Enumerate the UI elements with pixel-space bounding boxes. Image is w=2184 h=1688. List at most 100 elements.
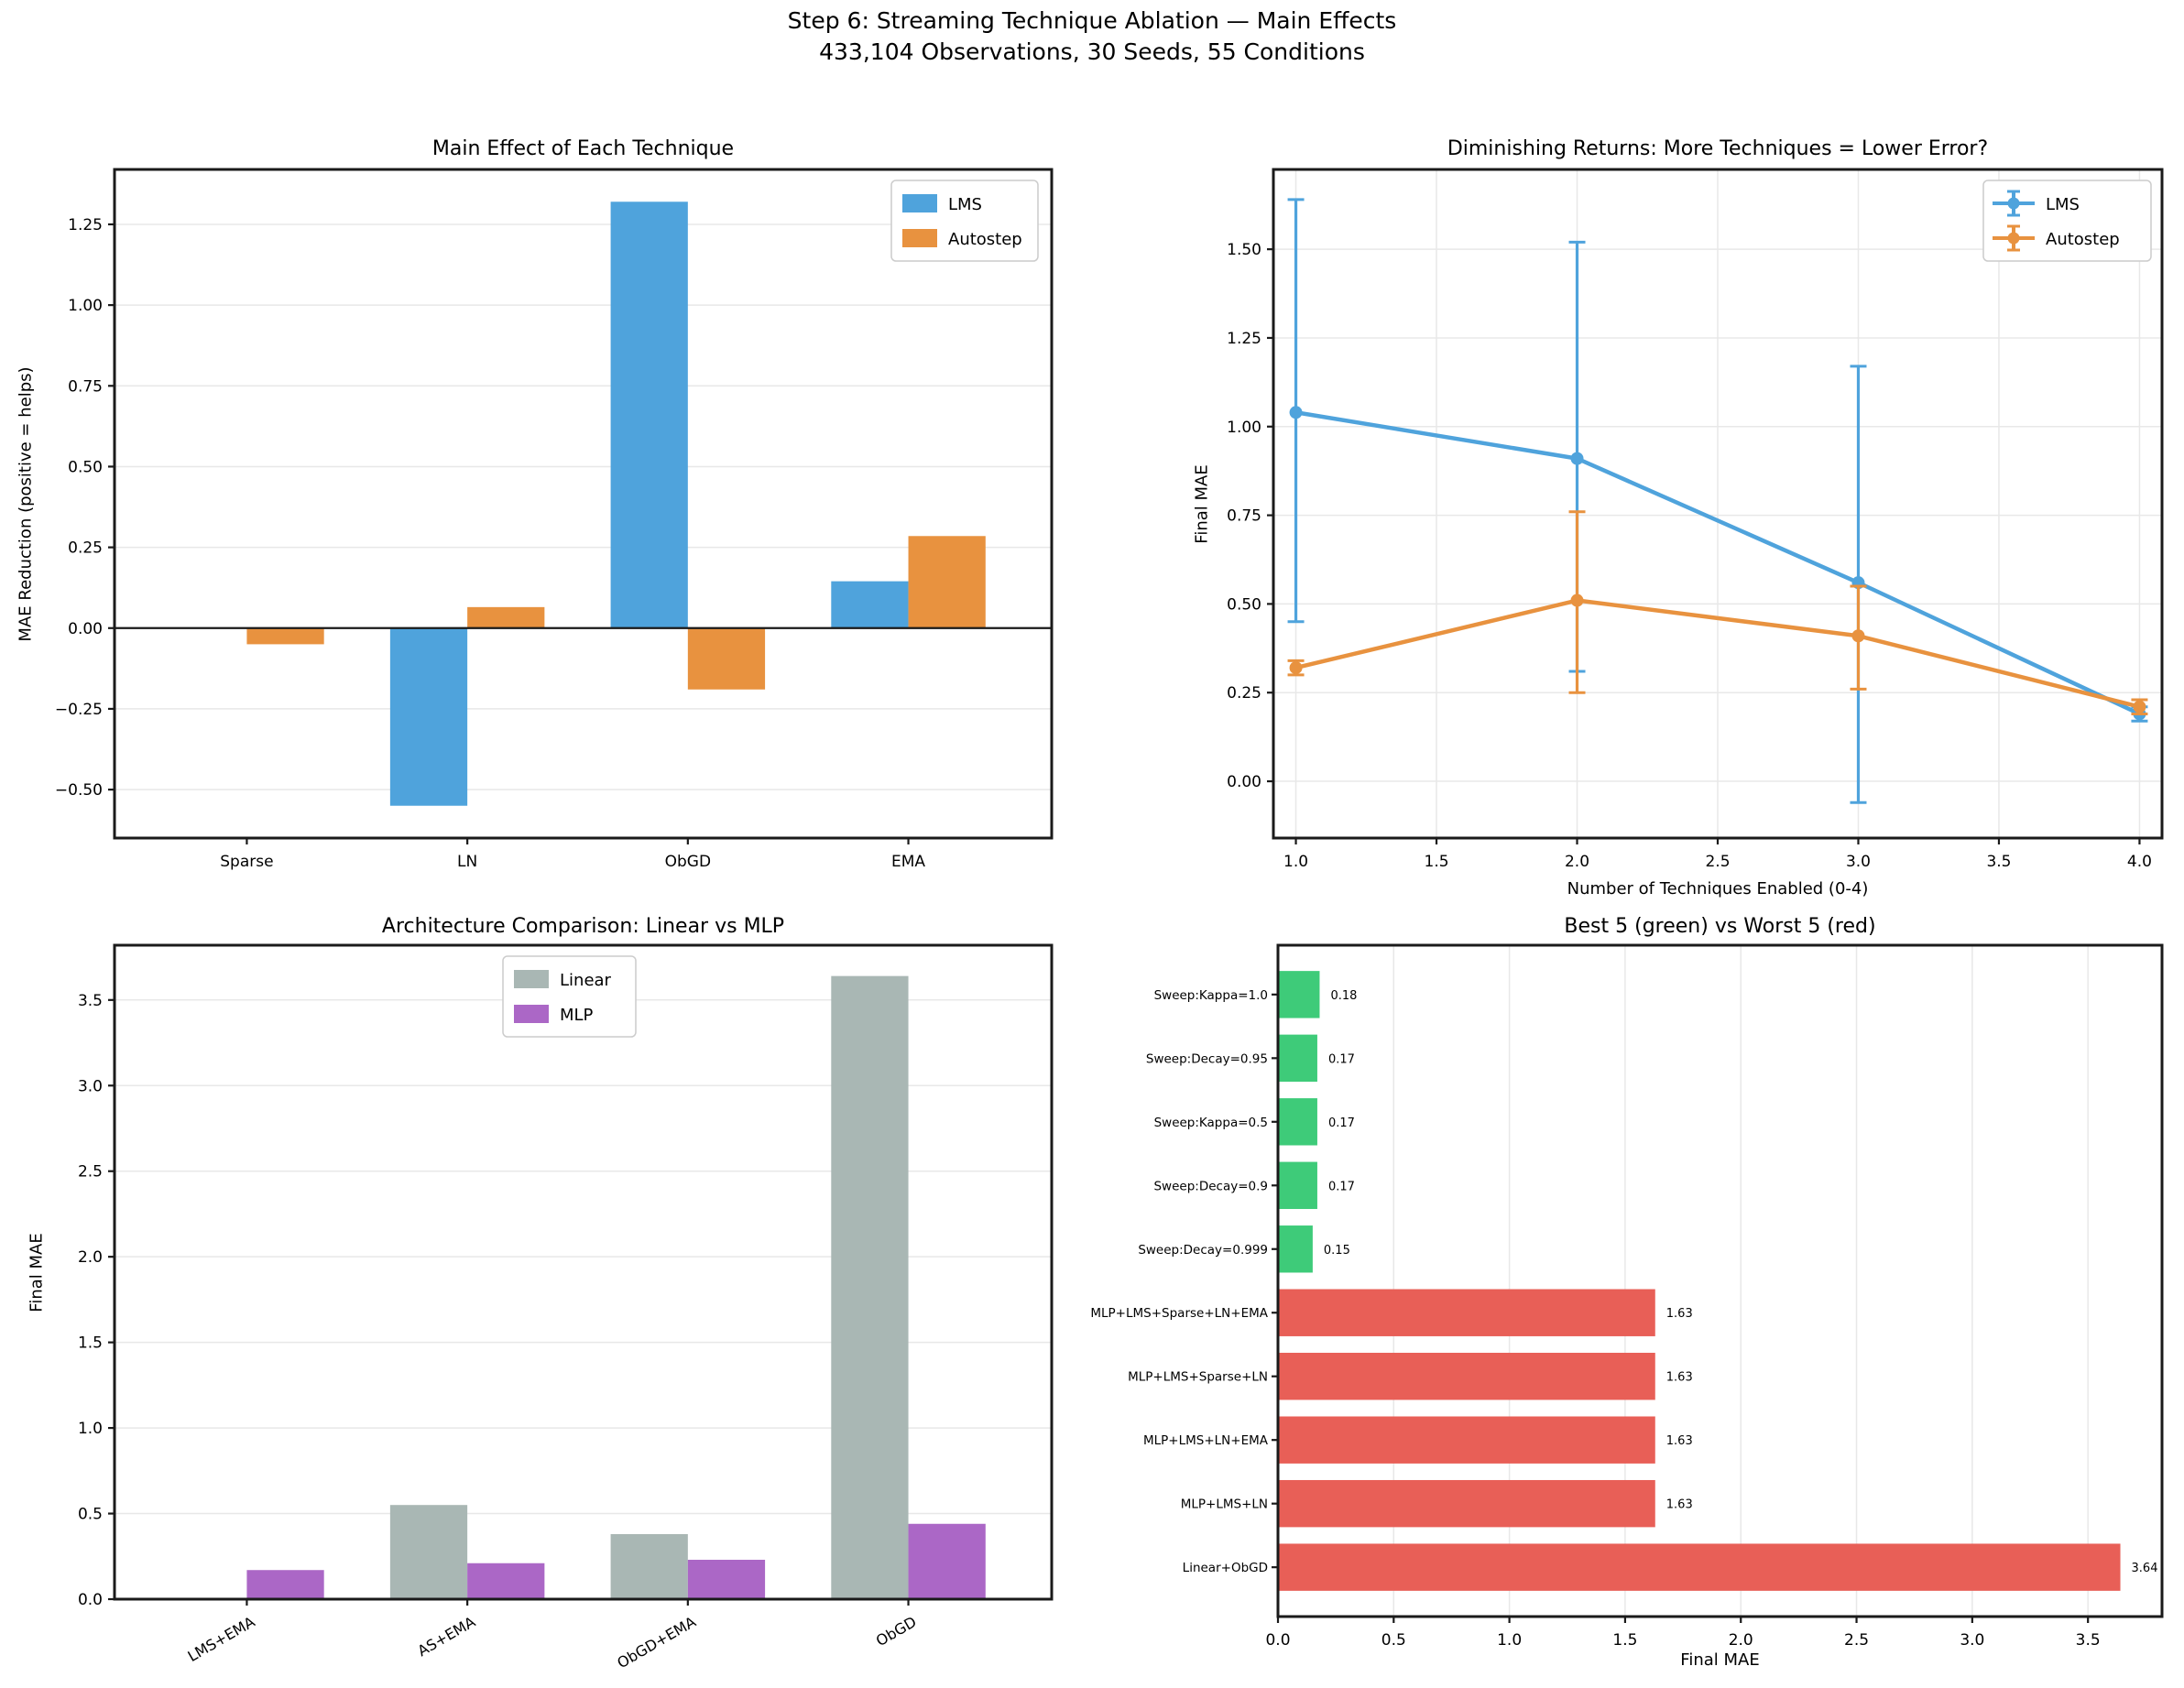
bar-Autostep-ObGD [687, 627, 766, 690]
y-tick-label: 0.25 [1227, 684, 1261, 702]
y-tick-label: 0.5 [78, 1506, 103, 1524]
legend-label: MLP [560, 1006, 594, 1025]
bar-value-label: 0.17 [1328, 1116, 1355, 1130]
y-tick-label: 3.0 [78, 1077, 103, 1095]
x-tick-label: 1.0 [1497, 1631, 1522, 1650]
diminishing-returns-chart-title: Diminishing Returns: More Techniques = L… [1447, 137, 1989, 160]
axes-frame: 0.0 0.5 1.0 1.5 2.0 2.5 3.0 3.5 Sweep:Kappa=1.0 S… [1090, 943, 2164, 1650]
x-category-label: LN [457, 853, 477, 871]
bar-LMS-LN [389, 627, 468, 806]
y-tick-label: 2.5 [78, 1163, 103, 1182]
y-category-label: Sweep:Decay=0.9 [1153, 1179, 1268, 1193]
legend-patch [514, 970, 549, 988]
bar-value-label: 1.63 [1666, 1371, 1693, 1385]
bar-MLP-AS+EMA [467, 1563, 545, 1599]
legend-label: LMS [948, 195, 982, 214]
bar-value-label: 0.17 [1328, 1052, 1355, 1066]
legend: LMS Autostep [1982, 180, 2152, 262]
bar-MLP+LMS+Sparse+LN [1278, 1353, 1655, 1400]
figure-suptitle-line1: Step 6: Streaming Technique Ablation — M… [787, 7, 1397, 34]
grid [115, 999, 1052, 1600]
axes-spines [1272, 168, 2164, 840]
axes-frame: 0.00 0.25 0.50 0.75 1.00 1.25 1.50 1.0 1.5 2.0 2.5… [1227, 168, 2164, 871]
architecture-chart-title: Architecture Comparison: Linear vs MLP [381, 915, 785, 938]
x-tick-label: 1.5 [1612, 1631, 1637, 1650]
bar-Autostep-Sparse [246, 627, 324, 645]
Autostep-marker [1289, 661, 1303, 675]
legend: Linear MLP [502, 955, 637, 1038]
y-category-label: Sweep:Kappa=1.0 [1154, 988, 1268, 1003]
legend-patch [902, 194, 937, 212]
diminishing-returns-x-axis-label: Number of Techniques Enabled (0-4) [1567, 879, 1869, 898]
bar-Sweep:Kappa=0.5 [1278, 1098, 1317, 1146]
x-tick-label: 2.5 [1844, 1631, 1869, 1650]
bar-MLP+LMS+LN+EMA [1278, 1416, 1655, 1464]
y-tick-label: 1.50 [1227, 241, 1261, 259]
bar-Sweep:Decay=0.95 [1278, 1034, 1317, 1083]
bar-Linear-AS+EMA [389, 1505, 468, 1599]
x-category-label: ObGD+EMA [614, 1613, 698, 1672]
legend-label: Autostep [2046, 230, 2120, 249]
y-tick-label: 0.50 [1227, 595, 1261, 614]
bar-Sweep:Decay=0.9 [1278, 1161, 1317, 1209]
y-category-label: Sweep:Decay=0.999 [1138, 1243, 1268, 1258]
y-tick-label: 1.00 [1227, 419, 1261, 437]
bar-Sweep:Kappa=1.0 [1278, 971, 1320, 1018]
y-tick-label: 1.00 [68, 297, 103, 315]
axes-spines [113, 943, 1054, 1601]
x-tick-label: 0.0 [1265, 1631, 1290, 1650]
legend-label: Autostep [948, 230, 1022, 249]
bar-MLP-ObGD [908, 1523, 986, 1599]
legend-patch [902, 229, 937, 247]
y-tick-label: 0.00 [1227, 773, 1261, 791]
Autostep-marker [1570, 594, 1584, 607]
x-category-label: AS+EMA [415, 1613, 479, 1660]
axes-frame: −0.50 −0.25 0.00 0.25 0.50 0.75 1.00 1.25 Sparse… [55, 168, 1054, 871]
y-tick-label: 1.25 [68, 216, 103, 234]
y-tick-label: −0.25 [55, 701, 103, 719]
best-worst-x-axis-label: Final MAE [1680, 1650, 1760, 1670]
y-tick-label: 2.0 [78, 1248, 103, 1267]
y-category-label: MLP+LMS+LN+EMA [1143, 1433, 1269, 1448]
axes-spines [1276, 943, 2164, 1618]
x-tick-label: 2.0 [1729, 1631, 1753, 1650]
x-tick-label: 1.5 [1425, 853, 1449, 871]
bar-value-label: 1.63 [1666, 1434, 1693, 1448]
axes-spines [113, 168, 1054, 840]
y-tick-label: 1.0 [78, 1420, 103, 1438]
x-tick-label: 0.5 [1381, 1631, 1406, 1650]
legend-box [1982, 180, 2152, 262]
y-tick-label: 0.75 [1227, 507, 1261, 526]
best-worst-chart-title: Best 5 (green) vs Worst 5 (red) [1564, 915, 1876, 938]
y-category-label: Sweep:Kappa=0.5 [1154, 1116, 1268, 1130]
x-category-label: ObGD [873, 1613, 920, 1650]
grid [1273, 169, 2162, 838]
legend: LMS Autostep [890, 180, 1039, 262]
x-tick-label: 2.0 [1565, 853, 1589, 871]
bar-Autostep-LN [467, 606, 545, 628]
x-category-label: ObGD [665, 853, 711, 871]
legend-marker [2007, 197, 2020, 210]
LMS-marker [1289, 406, 1303, 419]
main-effect-chart-title: Main Effect of Each Technique [431, 137, 735, 160]
bar-value-label: 0.18 [1330, 989, 1357, 1003]
bar-LMS-ObGD [610, 201, 688, 628]
bar-Autostep-EMA [908, 536, 986, 628]
bar-Linear+ObGD [1278, 1543, 2121, 1591]
x-category-label: LMS+EMA [185, 1613, 258, 1665]
bar-MLP+LMS+LN [1278, 1479, 1655, 1528]
Autostep-marker [2133, 700, 2146, 713]
bar-Sweep:Decay=0.999 [1278, 1225, 1313, 1273]
bar-Linear-ObGD [831, 975, 909, 1599]
bar-value-label: 0.15 [1324, 1244, 1350, 1258]
x-category-label: Sparse [220, 853, 273, 871]
legend-patch [514, 1005, 549, 1023]
bar-MLP-LMS+EMA [246, 1570, 324, 1599]
y-tick-label: 0.25 [68, 539, 103, 558]
y-tick-label: 0.75 [68, 377, 103, 396]
y-category-label: MLP+LMS+LN [1181, 1497, 1268, 1512]
Autostep-line [1294, 598, 2142, 709]
y-tick-label: 0.00 [68, 620, 103, 638]
LMS-marker [1570, 452, 1584, 465]
legend-label: LMS [2046, 195, 2080, 214]
